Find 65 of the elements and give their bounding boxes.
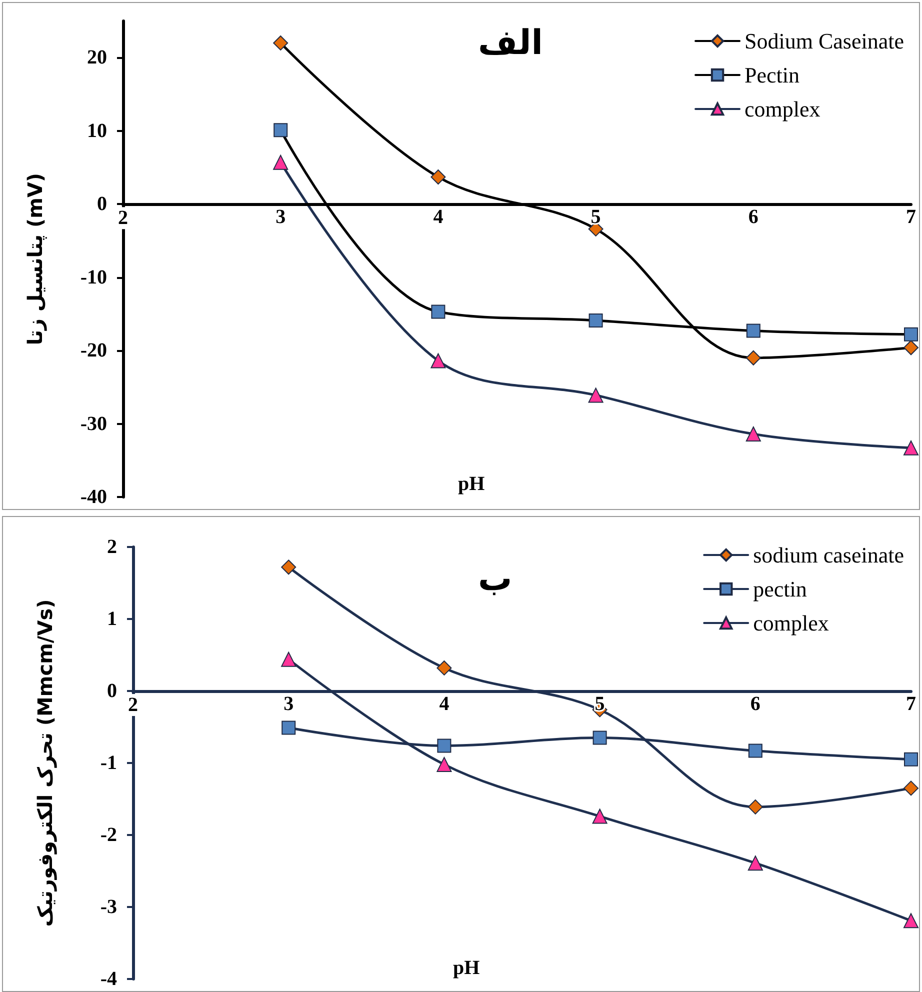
point bbox=[282, 720, 296, 735]
chart-title: الف bbox=[478, 23, 543, 63]
chart-title: ب bbox=[478, 559, 512, 599]
point bbox=[904, 752, 918, 766]
point bbox=[274, 123, 288, 138]
y-tick-label: -20 bbox=[80, 340, 107, 362]
x-tick-label: 2 bbox=[128, 694, 138, 716]
x-tick-label: 6 bbox=[750, 693, 760, 715]
legend-label: complex bbox=[744, 96, 820, 122]
x-tick-label: 7 bbox=[906, 693, 916, 715]
point bbox=[436, 660, 452, 676]
y-tick-label: -10 bbox=[80, 266, 107, 288]
point bbox=[273, 154, 288, 170]
x-tick-label: 3 bbox=[276, 206, 286, 228]
x-axis-title: pH bbox=[453, 957, 480, 979]
point bbox=[904, 327, 918, 342]
y-tick-label: -30 bbox=[80, 412, 107, 435]
point bbox=[748, 744, 762, 758]
y-tick-label: -1 bbox=[100, 752, 117, 774]
legend-label: sodium caseinate bbox=[753, 542, 904, 568]
point bbox=[746, 324, 760, 338]
point bbox=[430, 169, 446, 184]
point bbox=[588, 388, 604, 403]
x-tick-label: 5 bbox=[590, 206, 601, 228]
point bbox=[431, 304, 446, 319]
y-tick-label: 20 bbox=[87, 46, 107, 69]
point bbox=[273, 35, 288, 50]
x-tick-label: 3 bbox=[284, 693, 294, 715]
legend-label: Sodium Caseinate bbox=[744, 28, 904, 54]
y-tick-label: 10 bbox=[87, 120, 107, 142]
y-axis-title: تحرک الکتروفورتیک (Mmcm/Vs) bbox=[33, 599, 57, 927]
point bbox=[904, 440, 918, 456]
point bbox=[904, 340, 918, 356]
y-axis-title: پتانسیل زتا (mV) bbox=[23, 172, 47, 346]
point bbox=[436, 756, 452, 772]
point bbox=[281, 560, 296, 575]
point bbox=[437, 738, 452, 753]
y-tick-label: 1 bbox=[107, 608, 117, 630]
point bbox=[430, 353, 446, 368]
point bbox=[592, 808, 608, 824]
legend-label: pectin bbox=[753, 576, 807, 602]
point bbox=[748, 799, 763, 814]
y-tick-label: -3 bbox=[100, 896, 117, 918]
y-tick-label: -40 bbox=[80, 486, 107, 508]
x-tick-label: 5 bbox=[594, 693, 605, 715]
x-tick-label: 4 bbox=[439, 693, 450, 715]
point bbox=[281, 652, 296, 667]
y-tick-label: 0 bbox=[97, 193, 107, 216]
y-tick-label: 2 bbox=[107, 536, 117, 558]
point bbox=[904, 780, 918, 796]
point bbox=[904, 913, 918, 928]
legend-label: complex bbox=[753, 610, 829, 636]
point bbox=[746, 350, 761, 366]
y-tick-label: 0 bbox=[107, 680, 117, 702]
x-axis-title: pH bbox=[458, 473, 486, 495]
point bbox=[748, 856, 763, 871]
x-tick-label: 6 bbox=[748, 206, 758, 228]
x-tick-label: 4 bbox=[433, 206, 444, 228]
point bbox=[592, 730, 607, 745]
legend-label: Pectin bbox=[744, 62, 800, 88]
point bbox=[746, 426, 761, 442]
y-tick-label: -2 bbox=[100, 824, 117, 846]
x-tick-label: 7 bbox=[906, 206, 916, 228]
point bbox=[588, 314, 603, 328]
y-tick-label: -4 bbox=[100, 968, 117, 990]
